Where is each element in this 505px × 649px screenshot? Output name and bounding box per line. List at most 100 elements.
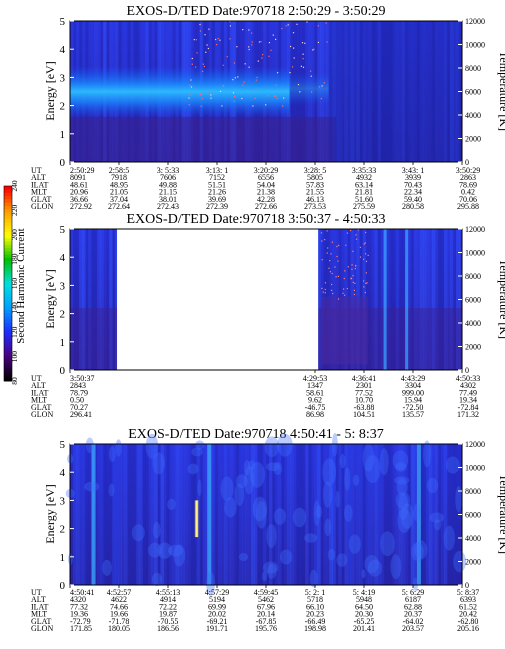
noise-dot — [351, 264, 353, 266]
noise-dot — [301, 42, 304, 44]
spectrogram-stripe — [380, 444, 385, 585]
texture-blob — [267, 563, 277, 579]
spectrogram-stripe — [142, 444, 146, 585]
colorbar-step — [4, 221, 12, 226]
ytick-label: 0 — [60, 157, 66, 169]
table-cell: 5805 — [307, 173, 323, 182]
spectrogram-stripe — [410, 21, 415, 162]
noise-dot — [342, 292, 344, 294]
colorbar-tick-label: 220 — [10, 205, 19, 217]
colorbar-step — [4, 338, 12, 343]
texture-blob — [396, 478, 408, 496]
bright-line — [383, 229, 387, 370]
ytick-right-label: 4000 — [465, 111, 481, 120]
noise-dot — [313, 48, 315, 50]
table-cell: 66.10 — [306, 602, 324, 611]
colorbar-step — [4, 325, 12, 330]
spectrogram-stripe — [428, 444, 433, 585]
table-cell: 20.02 — [208, 610, 226, 619]
table-cell: 59.40 — [404, 195, 422, 204]
spectrogram-stripe — [353, 444, 358, 585]
spectrogram-stripe — [392, 229, 397, 370]
ytick-right-label: 10000 — [465, 41, 485, 50]
table-cell: 4:57:29 — [205, 588, 229, 597]
spectrogram-stripe — [341, 444, 345, 585]
spectrogram-stripe — [85, 444, 89, 585]
spectrogram-stripe — [431, 229, 436, 370]
noise-dot — [190, 79, 192, 81]
noise-dot — [299, 91, 301, 93]
noise-dot — [265, 104, 267, 106]
colorbar-step — [4, 218, 12, 223]
table-cell: 180.05 — [108, 624, 130, 633]
spectrogram-stripe — [440, 444, 445, 585]
texture-blob — [148, 542, 162, 558]
noise-dot — [248, 29, 250, 31]
spectrogram-stripe — [440, 229, 445, 370]
table-row-label: GLAT — [31, 617, 52, 626]
noise-dot — [365, 253, 367, 255]
noise-dot — [302, 53, 304, 55]
texture-blob — [352, 474, 360, 486]
texture-blob — [187, 463, 199, 475]
table-cell: 51.51 — [208, 180, 226, 189]
table-row-label: GLAT — [31, 195, 52, 204]
spectrogram-stripe — [247, 444, 252, 585]
noise-dot — [234, 96, 236, 98]
table-row-label: ALT — [31, 173, 46, 182]
noise-dot — [352, 281, 354, 283]
texture-blob — [397, 507, 412, 533]
texture-blob — [323, 481, 333, 508]
noise-dot — [367, 254, 369, 256]
spectrogram-stripe — [73, 229, 77, 370]
table-cell: -70.55 — [158, 617, 179, 626]
noise-dot — [241, 97, 243, 100]
noise-dot — [359, 246, 361, 248]
low-energy-region — [70, 116, 337, 162]
panel-1-title: EXOS-D/TED Date:970718 2:50:29 - 3:50:29 — [127, 4, 386, 19]
spectrogram-stripe — [244, 444, 249, 585]
spectrogram-stripe — [374, 444, 379, 585]
colorbar-tick-label: 100 — [10, 351, 19, 363]
table-cell: -46.75 — [305, 403, 326, 412]
colorbar-step — [4, 231, 12, 236]
bright-line — [91, 444, 96, 585]
spectrogram-stripe — [220, 444, 225, 585]
spectrogram-stripe — [169, 444, 174, 585]
spectrogram-stripe — [395, 229, 400, 370]
texture-blob — [364, 455, 381, 484]
table-cell: 4:36:41 — [352, 374, 376, 383]
noise-dot — [343, 277, 345, 280]
table-cell: -62.80 — [458, 617, 479, 626]
spectrogram-stripe — [320, 444, 324, 585]
table-row-label: UT — [31, 374, 42, 383]
table-cell: 77.32 — [70, 602, 88, 611]
spectrogram-stripe — [226, 444, 231, 585]
ytick-right-label: 12000 — [465, 17, 485, 26]
table-cell: 54.04 — [257, 180, 275, 189]
spectrogram-stripe — [383, 21, 388, 162]
spectrogram-stripe — [380, 21, 385, 162]
noise-dot — [206, 44, 208, 46]
colorbar-step — [4, 234, 12, 239]
table-cell: -65.25 — [354, 617, 375, 626]
noise-dot — [364, 291, 366, 294]
texture-blob — [224, 497, 237, 518]
colorbar-step — [4, 312, 12, 317]
texture-blob — [392, 450, 409, 471]
spectrogram-stripe — [91, 229, 95, 370]
table-cell: 42.28 — [257, 195, 275, 204]
table-cell: 272.43 — [157, 202, 179, 211]
table-cell: 4:29:53 — [303, 374, 327, 383]
spectrogram-stripe — [296, 444, 300, 585]
colorbar-step — [4, 277, 12, 281]
table-cell: -63.88 — [354, 403, 375, 412]
noise-dot — [232, 79, 234, 81]
noise-dot — [204, 34, 206, 36]
spectrogram-stripe — [413, 21, 418, 162]
noise-dot — [289, 72, 291, 74]
noise-dot — [244, 63, 246, 65]
table-cell: 3:50:29 — [456, 166, 480, 175]
spectrogram-stripe — [344, 21, 349, 162]
spectrogram-stripe — [133, 444, 137, 585]
